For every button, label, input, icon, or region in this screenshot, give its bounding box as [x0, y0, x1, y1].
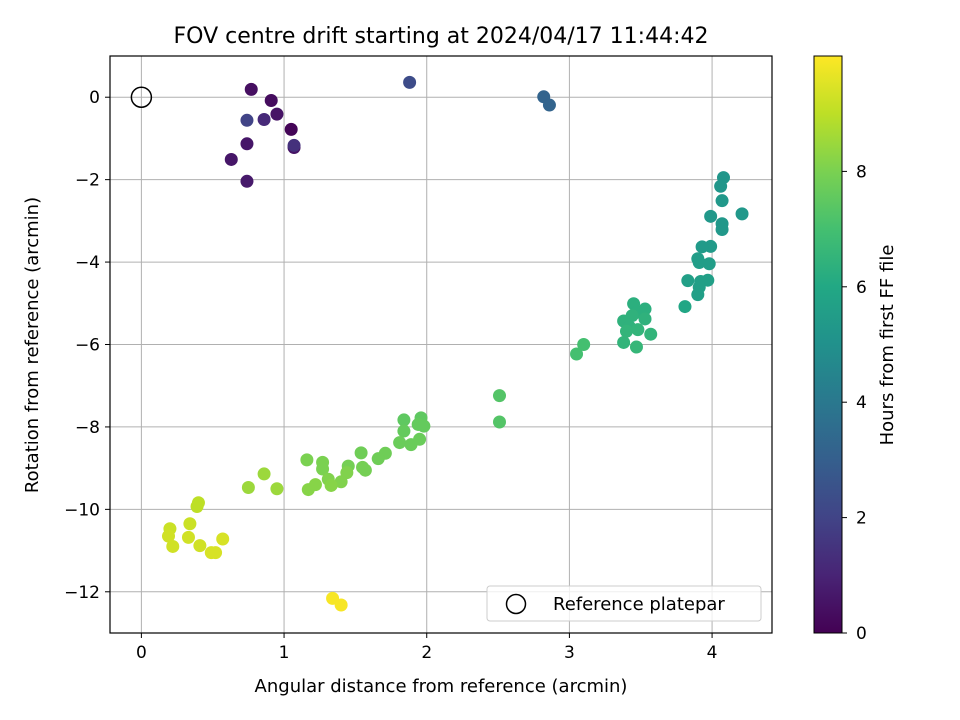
- data-point: [224, 152, 238, 166]
- data-point: [629, 340, 643, 354]
- data-points: [161, 75, 749, 612]
- colorbar-label: Hours from first FF file: [877, 245, 898, 446]
- data-point: [300, 453, 314, 467]
- data-point: [284, 122, 298, 136]
- data-point: [193, 539, 207, 553]
- data-point: [264, 94, 278, 108]
- chart-title: FOV centre drift starting at 2024/04/17 …: [174, 24, 709, 49]
- data-point: [216, 532, 230, 546]
- y-tick-label: −2: [75, 171, 100, 191]
- colorbar-tick-label: 6: [856, 278, 867, 298]
- x-tick-label: 4: [707, 643, 718, 663]
- grid-lines: [110, 56, 772, 633]
- y-tick-label: −10: [64, 500, 100, 520]
- data-point: [542, 98, 556, 112]
- y-tick-label: −6: [75, 336, 100, 356]
- data-point: [417, 419, 431, 433]
- data-point: [240, 113, 254, 127]
- data-point: [334, 475, 348, 489]
- colorbar-tick-label: 8: [856, 162, 867, 182]
- data-point: [577, 338, 591, 351]
- data-point: [714, 179, 728, 193]
- y-tick-label: −4: [75, 253, 100, 273]
- data-point: [257, 467, 271, 481]
- x-axis-label: Angular distance from reference (arcmin): [255, 676, 628, 697]
- y-axis-label: Rotation from reference (arcmin): [22, 197, 43, 493]
- data-point: [316, 462, 330, 476]
- y-tick-label: −8: [75, 418, 100, 438]
- data-point: [644, 327, 658, 341]
- data-point: [692, 255, 706, 269]
- reference-marker: [130, 86, 153, 108]
- data-point: [678, 300, 692, 314]
- data-point: [691, 288, 705, 302]
- data-point: [358, 463, 372, 477]
- legend-label: Reference platepar: [553, 594, 725, 615]
- data-point: [324, 478, 338, 492]
- data-point: [244, 82, 258, 96]
- data-point: [371, 452, 385, 466]
- data-point: [209, 546, 223, 560]
- data-point: [270, 482, 284, 496]
- data-point: [240, 137, 254, 151]
- colorbar-tick-label: 0: [856, 624, 867, 644]
- data-point: [638, 312, 652, 326]
- colorbar-tick-label: 4: [856, 393, 867, 413]
- legend: Reference platepar: [486, 585, 762, 622]
- y-tick-label: 0: [89, 88, 100, 108]
- data-point: [190, 499, 204, 513]
- colorbar-gradient: [813, 55, 843, 634]
- data-point: [617, 335, 631, 349]
- x-tick-label: 0: [136, 643, 147, 663]
- data-point: [240, 174, 254, 188]
- colorbar-tick-label: 2: [856, 509, 867, 529]
- data-point: [270, 107, 284, 121]
- data-point: [301, 483, 315, 497]
- x-axis: 0 1 2 3 4: [136, 633, 718, 663]
- legend-box: [486, 585, 762, 622]
- data-point: [631, 323, 645, 337]
- data-point: [257, 112, 271, 126]
- data-point: [397, 413, 411, 427]
- data-point: [715, 194, 729, 208]
- data-point: [181, 530, 195, 544]
- data-point: [354, 446, 368, 460]
- x-tick-label: 2: [421, 643, 432, 663]
- data-point: [183, 517, 197, 531]
- data-point: [570, 347, 584, 361]
- data-point: [695, 240, 709, 254]
- data-point: [161, 529, 175, 543]
- data-point: [492, 415, 506, 429]
- data-point: [715, 223, 729, 237]
- data-point: [619, 324, 633, 338]
- y-tick-label: −12: [64, 583, 100, 603]
- colorbar: 0 2 4 6 8 Hours from first FF file: [813, 55, 898, 644]
- data-point: [704, 209, 718, 223]
- data-point: [735, 207, 749, 221]
- data-point: [287, 138, 301, 152]
- data-point: [702, 257, 716, 271]
- x-tick-label: 3: [564, 643, 575, 663]
- data-point: [492, 389, 506, 403]
- data-point: [393, 436, 407, 450]
- data-point: [681, 274, 695, 288]
- x-tick-label: 1: [279, 643, 290, 663]
- data-point: [404, 438, 418, 452]
- data-point: [334, 598, 348, 612]
- data-point: [166, 539, 180, 553]
- colorbar-ticks: 0 2 4 6 8: [842, 162, 867, 644]
- legend-reference-icon: [505, 593, 527, 615]
- data-point: [403, 75, 417, 89]
- data-point: [241, 481, 255, 495]
- y-axis: −12 −10 −8 −6 −4 −2 0: [64, 88, 110, 603]
- data-point: [397, 424, 411, 438]
- reference-point: [130, 86, 153, 108]
